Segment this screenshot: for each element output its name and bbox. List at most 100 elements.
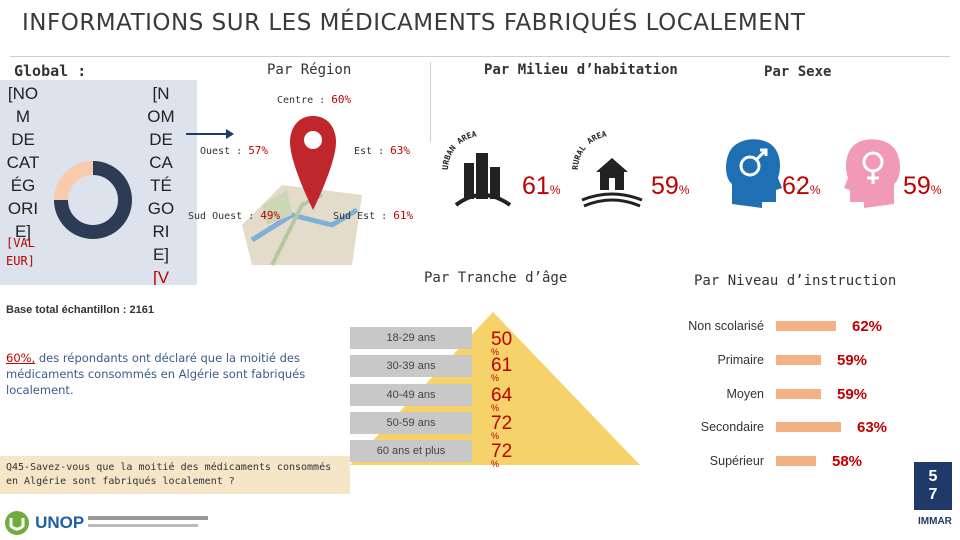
region-heading: Par Région — [267, 62, 352, 78]
survey-question: Q45-Savez-vous que la moitié des médicam… — [0, 456, 350, 494]
arrow-icon — [186, 129, 234, 139]
female-value-number: 59 — [903, 172, 931, 200]
region-value: 49% — [260, 209, 281, 222]
placeholder-line: TÉ — [150, 176, 172, 195]
education-value: 62% — [852, 318, 883, 335]
age-label-box: 18-29 ans — [350, 327, 472, 349]
placeholder-line: OM — [147, 107, 175, 126]
education-bar — [776, 422, 841, 432]
age-value: 61% — [491, 355, 512, 383]
education-bar — [776, 321, 836, 331]
placeholder-line: ÉG — [10, 176, 36, 195]
rural-value-unit: % — [678, 183, 690, 197]
placeholder-line: [V — [152, 268, 170, 285]
region-sud-ouest: Sud Ouest : 49% — [188, 209, 280, 222]
education-label: Moyen — [726, 387, 764, 401]
region-value: 63% — [390, 144, 411, 157]
region-value: 60% — [331, 93, 352, 106]
global-label: Global : — [14, 62, 87, 80]
placeholder-line: [N — [152, 84, 170, 103]
category-placeholder-right: [N OM DE CA TÉ GO RI E] [V AL — [140, 82, 182, 285]
region-ouest: Ouest : 57% — [200, 144, 268, 157]
placeholder-line: ORI — [7, 199, 39, 218]
donut-chart — [54, 161, 132, 239]
age-label-box: 50-59 ans — [350, 412, 472, 434]
page-number: 5 7 — [914, 462, 952, 510]
category-placeholder-left: [NO M DE CAT ÉG ORI E] — [4, 82, 42, 243]
age-heading: Par Tranche d’âge — [424, 270, 568, 286]
age-value-unit: % — [491, 403, 500, 413]
region-est: Est : 63% — [354, 144, 410, 157]
age-value: 50% — [491, 329, 512, 357]
education-bar — [776, 389, 821, 399]
unop-logo: UNOP — [4, 510, 84, 536]
urban-area-icon: URBAN AREA — [441, 129, 512, 207]
donut-slice — [54, 161, 132, 239]
education-value: 63% — [857, 419, 888, 436]
unop-logo-icon — [5, 511, 29, 535]
statement-highlight: 60%, — [6, 351, 36, 365]
page-number-digit: 5 — [928, 468, 938, 485]
education-bar — [776, 456, 816, 466]
female-value-unit: % — [930, 183, 942, 197]
education-label: Non scolarisé — [688, 319, 764, 333]
region-sud-est: Sud Est : 61% — [333, 209, 413, 222]
age-value-number: 72 — [491, 413, 513, 434]
global-chart-placeholder: [NO M DE CAT ÉG ORI E] [VAL EUR] [N OM D… — [0, 80, 197, 285]
education-label: Supérieur — [709, 454, 764, 468]
region-value: 61% — [393, 209, 414, 222]
sexe-heading: Par Sexe — [764, 64, 832, 80]
education-heading: Par Niveau d’instruction — [694, 273, 897, 289]
age-value-unit: % — [491, 459, 500, 469]
section-divider — [430, 62, 431, 142]
male-value-unit: % — [809, 183, 821, 197]
region-value: 57% — [248, 144, 269, 157]
male-value-number: 62 — [782, 172, 810, 200]
urban-value-number: 61 — [522, 172, 550, 200]
education-bar — [776, 355, 821, 365]
age-value-unit: % — [491, 373, 500, 383]
education-value: 58% — [832, 453, 863, 470]
placeholder-line: E] — [14, 222, 32, 241]
unop-logo-text: UNOP — [35, 513, 85, 532]
rural-area-text: RURAL AREA — [571, 130, 608, 170]
female-head-icon — [844, 139, 900, 208]
age-label-box: 60 ans et plus — [350, 440, 472, 462]
arabic-logo-text — [88, 516, 218, 532]
placeholder-line: GO — [147, 199, 175, 218]
page-title: INFORMATIONS SUR LES MÉDICAMENTS FABRIQU… — [22, 10, 806, 36]
statement-text: des répondants ont déclaré que la moitié… — [6, 351, 306, 397]
age-value-number: 72 — [491, 441, 513, 462]
age-value-unit: % — [491, 431, 500, 441]
placeholder-line: EUR] — [6, 254, 35, 268]
placeholder-line: CA — [149, 153, 173, 172]
age-value-number: 50 — [491, 329, 513, 350]
rural-value: 59% — [651, 172, 689, 201]
region-name: Ouest : — [200, 146, 243, 157]
placeholder-line: DE — [11, 130, 35, 149]
placeholder-line: RI — [152, 222, 170, 241]
education-value: 59% — [837, 352, 868, 369]
male-head-icon — [726, 139, 782, 208]
male-value: 62% — [782, 172, 820, 201]
age-value: 72% — [491, 441, 512, 469]
age-value-number: 64 — [491, 385, 513, 406]
age-value-unit: % — [491, 347, 500, 357]
page-number-digit: 7 — [928, 486, 938, 503]
region-name: Sud Ouest : — [188, 211, 255, 222]
age-label-box: 30-39 ans — [350, 355, 472, 377]
female-value: 59% — [903, 172, 941, 201]
region-centre: Centre : 60% — [277, 93, 351, 106]
placeholder-line: [NO — [7, 84, 39, 103]
region-name: Est : — [354, 146, 385, 157]
age-value: 72% — [491, 413, 512, 441]
milieu-heading: Par Milieu d’habitation — [484, 62, 678, 78]
placeholder-line: CAT — [6, 153, 40, 172]
placeholder-line: E] — [152, 245, 170, 264]
urban-value: 61% — [522, 172, 560, 201]
title-divider — [10, 56, 950, 57]
urban-value-unit: % — [549, 183, 561, 197]
region-name: Sud Est : — [333, 211, 388, 222]
rural-area-icon: RURAL AREA — [571, 130, 643, 208]
region-name: Centre : — [277, 95, 326, 106]
